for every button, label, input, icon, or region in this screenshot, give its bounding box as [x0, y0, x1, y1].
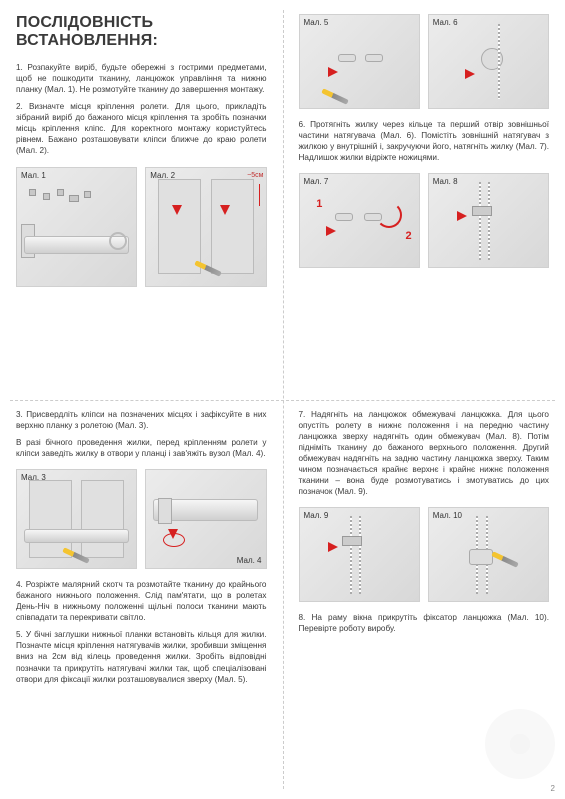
step-6-text: 6. Протягніть жилку через кільце та перш… [299, 119, 550, 163]
figure-10-illustration [429, 508, 548, 601]
figure-row-3-4: Мал. 3 Мал. 4 [16, 469, 267, 569]
step-5-text: 5. У бічні заглушки нижньої планки встан… [16, 629, 267, 684]
figure-10-label: Мал. 10 [433, 511, 462, 520]
figure-7-label: Мал. 7 [304, 177, 329, 186]
figure-7-illustration: 1 2 [300, 174, 419, 267]
figure-3-illustration [17, 470, 136, 568]
figure-2-label: Мал. 2 [150, 171, 175, 180]
figure-8: Мал. 8 [428, 173, 549, 268]
figure-row-7-8: Мал. 7 1 2 Мал. 8 [299, 173, 550, 268]
figure-row-1-2: Мал. 1 Мал. 2 [16, 167, 267, 287]
step-2-text: 2. Визначте місця кріплення ролети. Для … [16, 101, 267, 156]
figure-5: Мал. 5 [299, 14, 420, 109]
quadrant-2: Мал. 5 Мал. 6 6. Протягніть жилку через … [283, 0, 565, 395]
dimension-label: ~5см [247, 172, 263, 179]
red-callout-1: 1 [316, 198, 322, 210]
figure-1: Мал. 1 [16, 167, 137, 287]
figure-6-label: Мал. 6 [433, 18, 458, 27]
figure-10: Мал. 10 [428, 507, 549, 602]
page-number: 2 [551, 784, 555, 793]
watermark-icon [485, 709, 555, 779]
quadrant-4: 7. Надягніть на ланцюжок обмежувачі ланц… [283, 395, 565, 799]
step-7-text: 7. Надягніть на ланцюжок обмежувачі ланц… [299, 409, 550, 498]
step-4-text: 4. Розріжте малярний скотч та розмотайте… [16, 579, 267, 623]
figure-4-illustration [146, 470, 265, 568]
red-callout-2: 2 [405, 230, 411, 242]
figure-5-illustration [300, 15, 419, 108]
figure-6: Мал. 6 [428, 14, 549, 109]
figure-row-9-10: Мал. 9 Мал. 10 [299, 507, 550, 602]
figure-3: Мал. 3 [16, 469, 137, 569]
quadrant-3: 3. Присвердліть кліпси на позначених міс… [0, 395, 283, 799]
figure-4-label: Мал. 4 [237, 556, 262, 565]
figure-8-label: Мал. 8 [433, 177, 458, 186]
figure-9-illustration [300, 508, 419, 601]
figure-1-illustration [17, 168, 136, 286]
figure-row-5-6: Мал. 5 Мал. 6 [299, 14, 550, 109]
figure-2: Мал. 2 ~5см [145, 167, 266, 287]
figure-9: Мал. 9 [299, 507, 420, 602]
figure-6-illustration [429, 15, 548, 108]
step-3a-text: 3. Присвердліть кліпси на позначених міс… [16, 409, 267, 431]
figure-9-label: Мал. 9 [304, 511, 329, 520]
page-grid: ПОСЛІДОВНІСТЬ ВСТАНОВЛЕННЯ: 1. Розпакуйт… [0, 0, 565, 799]
step-3b-text: В разі бічного проведення жилки, перед к… [16, 437, 267, 459]
step-1-text: 1. Розпакуйте виріб, будьте обережні з г… [16, 62, 267, 95]
page-title: ПОСЛІДОВНІСТЬ ВСТАНОВЛЕННЯ: [16, 14, 267, 50]
step-8-text: 8. На раму вікна прикрутіть фіксатор лан… [299, 612, 550, 634]
figure-2-illustration: ~5см [146, 168, 265, 286]
figure-4: Мал. 4 [145, 469, 266, 569]
figure-7: Мал. 7 1 2 [299, 173, 420, 268]
quadrant-1: ПОСЛІДОВНІСТЬ ВСТАНОВЛЕННЯ: 1. Розпакуйт… [0, 0, 283, 395]
figure-8-illustration [429, 174, 548, 267]
figure-5-label: Мал. 5 [304, 18, 329, 27]
figure-3-label: Мал. 3 [21, 473, 46, 482]
figure-1-label: Мал. 1 [21, 171, 46, 180]
